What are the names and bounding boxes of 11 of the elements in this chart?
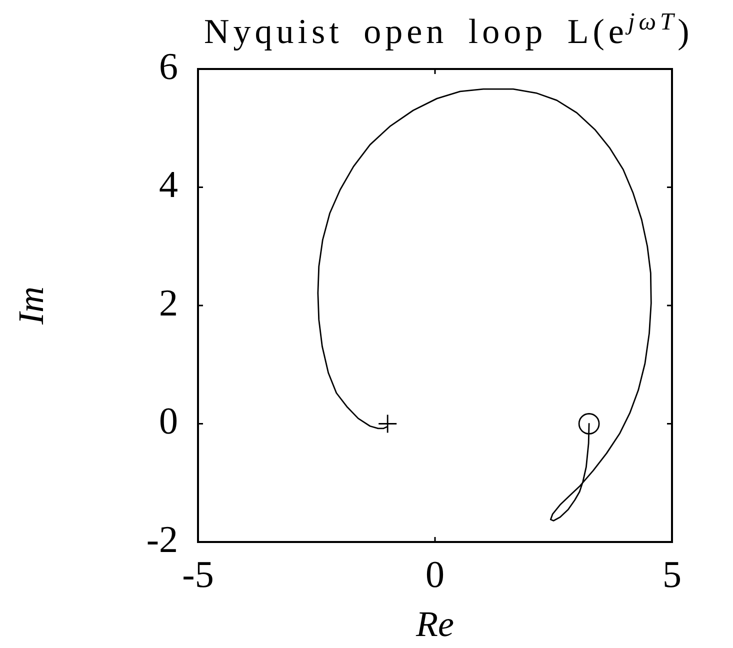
chart-title: Nyquist open loop L(e$^{jωT}$) xyxy=(204,8,694,53)
y-tick-label: 2 xyxy=(159,282,178,324)
y-tick-label: 6 xyxy=(159,46,178,88)
x-tick-label: 5 xyxy=(662,554,682,596)
y-axis-title: Im xyxy=(11,286,52,326)
x-tick-label: -5 xyxy=(182,554,214,596)
y-tick-label: 0 xyxy=(159,400,178,443)
y-tick-label: 4 xyxy=(159,164,178,206)
y-tick-label: -2 xyxy=(146,518,178,561)
x-axis-title: Re xyxy=(415,604,454,644)
x-tick-label: 0 xyxy=(426,554,444,596)
